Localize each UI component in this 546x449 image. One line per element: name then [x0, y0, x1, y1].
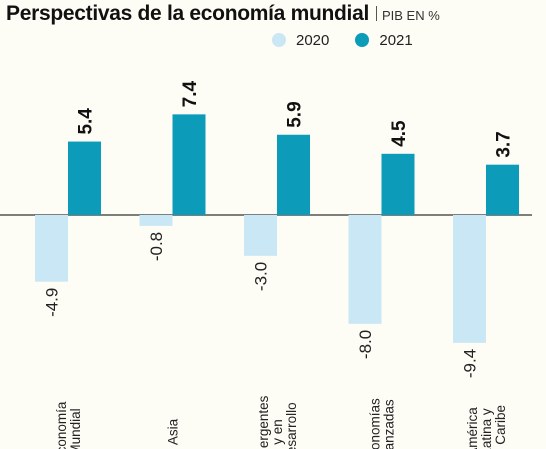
- value-label-2020-4: -9.4: [461, 349, 480, 378]
- legend-label-2021: 2021: [379, 31, 413, 49]
- category-label-4-line-0: América: [465, 407, 480, 449]
- category-label-2-line-0: Emergentes: [256, 395, 271, 449]
- legend-item-2021: 2021: [355, 31, 413, 49]
- value-label-2020-0: -4.9: [43, 288, 62, 317]
- category-label-2-line-2: desarrollo: [284, 402, 299, 449]
- value-label-2020-3: -8.0: [356, 330, 375, 359]
- bar-2020-4: [453, 215, 486, 343]
- legend-item-2020: 2020: [272, 32, 329, 49]
- legend-swatch-2021: [355, 33, 370, 47]
- legend-swatch-2020: [272, 33, 286, 47]
- value-label-2020-2: -3.0: [252, 262, 271, 291]
- chart-header: Perspectivas de la economía mundial PIB E…: [6, 2, 542, 26]
- bar-2021-3: [381, 153, 415, 215]
- category-label-0-line-0: Economía: [54, 401, 69, 449]
- category-label-3-line-1: avanzadas: [382, 399, 397, 449]
- value-label-2021-3: 4.5: [389, 120, 410, 147]
- chart-subtitle: PIB EN %: [381, 8, 440, 23]
- category-label-3-line-0: Economías: [368, 398, 383, 449]
- bar-2021-2: [277, 134, 310, 215]
- chart-title: Perspectivas de la economía mundial: [6, 2, 369, 25]
- value-label-2021-4: 3.7: [494, 131, 515, 157]
- bar-2020-0: [35, 215, 68, 282]
- legend-label-2020: 2020: [296, 31, 330, 49]
- value-label-2020-1: -0.8: [147, 232, 166, 261]
- value-label-2021-2: 5.9: [285, 101, 306, 127]
- value-label-2021-1: 7.4: [180, 81, 201, 108]
- bar-2021-1: [172, 114, 206, 215]
- category-label-4-line-1: Latina y: [479, 408, 494, 449]
- chart-legend: 2020 2021: [272, 30, 439, 50]
- category-label-2-line-1: y en: [270, 419, 285, 445]
- bar-2020-3: [348, 215, 382, 324]
- category-label-4-line-2: el Caribe: [493, 405, 508, 449]
- bar-2021-0: [68, 141, 101, 215]
- value-label-2021-0: 5.4: [76, 108, 97, 135]
- bar-2020-1: [139, 215, 173, 226]
- bar-2020-2: [244, 215, 277, 256]
- bar-2021-4: [486, 164, 519, 215]
- category-label-0-line-1: Mundial: [68, 408, 83, 449]
- category-label-1-line-0: Asia: [166, 418, 181, 445]
- title-separator: [375, 6, 377, 21]
